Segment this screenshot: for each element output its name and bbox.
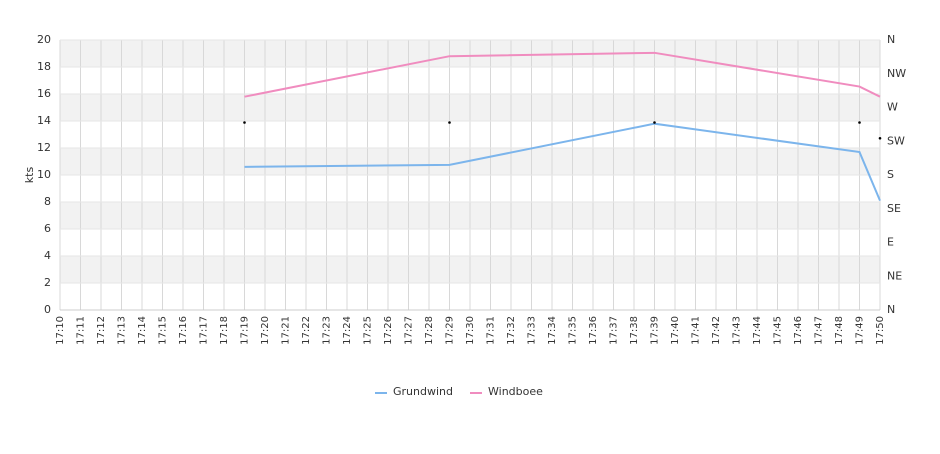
- x-tick-label: 17:42: [711, 316, 722, 345]
- y-tick-label: 16: [37, 87, 51, 100]
- x-tick-label: 17:40: [670, 316, 681, 345]
- x-tick-label: 17:38: [629, 316, 640, 345]
- x-tick-label: 17:24: [342, 316, 353, 345]
- y-tick-label: 6: [44, 222, 51, 235]
- y-tick-label: 0: [44, 303, 51, 316]
- x-tick-label: 17:14: [137, 316, 148, 345]
- x-tick-label: 17:47: [814, 316, 825, 345]
- x-tick-label: 17:11: [76, 316, 87, 345]
- series-line: [244, 51, 881, 98]
- direction-marker: [878, 136, 882, 140]
- x-tick-label: 17:29: [445, 316, 456, 345]
- direction-marker: [448, 121, 451, 124]
- y2-tick-label: SE: [887, 202, 901, 215]
- y2-tick-label: N: [887, 303, 895, 316]
- x-tick-label: 17:31: [486, 316, 497, 345]
- y-tick-label: 4: [44, 249, 51, 262]
- x-tick-label: 17:50: [875, 316, 886, 345]
- x-tick-label: 17:45: [773, 316, 784, 345]
- x-tick-label: 17:15: [158, 316, 169, 345]
- y2-tick-label: W: [887, 101, 898, 114]
- x-tick-label: 17:28: [424, 316, 435, 345]
- direction-marker: [858, 121, 861, 124]
- direction-marker: [243, 121, 246, 124]
- x-tick-label: 17:39: [650, 316, 661, 345]
- x-tick-label: 17:20: [260, 316, 271, 345]
- x-tick-label: 17:12: [96, 316, 107, 345]
- y2-tick-label: E: [887, 236, 894, 249]
- x-tick-label: 17:13: [117, 316, 128, 345]
- y-tick-label: 8: [44, 195, 51, 208]
- legend-label: Grundwind: [393, 385, 453, 398]
- y-tick-label: 14: [37, 114, 51, 127]
- y-axis-title: kts: [23, 167, 36, 184]
- x-tick-label: 17:23: [322, 316, 333, 345]
- x-tick-label: 17:18: [219, 316, 230, 345]
- y-tick-label: 18: [37, 60, 51, 73]
- x-tick-label: 17:41: [691, 316, 702, 345]
- y-tick-label: 2: [44, 276, 51, 289]
- x-tick-label: 17:36: [588, 316, 599, 345]
- x-tick-label: 17:48: [834, 316, 845, 345]
- x-tick-label: 17:37: [609, 316, 620, 345]
- y-tick-label: 10: [37, 168, 51, 181]
- x-tick-label: 17:35: [568, 316, 579, 345]
- y2-tick-label: N: [887, 33, 895, 46]
- y2-tick-label: SW: [887, 134, 905, 147]
- y-tick-label: 12: [37, 141, 51, 154]
- x-tick-label: 17:30: [465, 316, 476, 345]
- x-tick-label: 17:49: [855, 316, 866, 345]
- x-tick-label: 17:22: [301, 316, 312, 345]
- x-tick-label: 17:34: [547, 316, 558, 345]
- x-tick-label: 17:43: [732, 316, 743, 345]
- x-tick-label: 17:25: [363, 316, 374, 345]
- y2-tick-label: S: [887, 168, 894, 181]
- x-tick-label: 17:19: [240, 316, 251, 345]
- x-tick-label: 17:21: [281, 316, 292, 345]
- x-tick-label: 17:33: [527, 316, 538, 345]
- x-tick-label: 17:46: [793, 316, 804, 345]
- legend-label: Windboee: [488, 385, 543, 398]
- y-tick-label: 20: [37, 33, 51, 46]
- y2-tick-label: NW: [887, 67, 906, 80]
- x-tick-label: 17:17: [199, 316, 210, 345]
- x-tick-label: 17:32: [506, 316, 517, 345]
- x-tick-label: 17:27: [404, 316, 415, 345]
- y2-tick-label: NE: [887, 269, 902, 282]
- x-tick-label: 17:26: [383, 316, 394, 345]
- x-tick-label: 17:10: [55, 316, 66, 345]
- direction-marker: [653, 121, 656, 124]
- x-tick-label: 17:16: [178, 316, 189, 345]
- x-tick-label: 17:44: [752, 316, 763, 345]
